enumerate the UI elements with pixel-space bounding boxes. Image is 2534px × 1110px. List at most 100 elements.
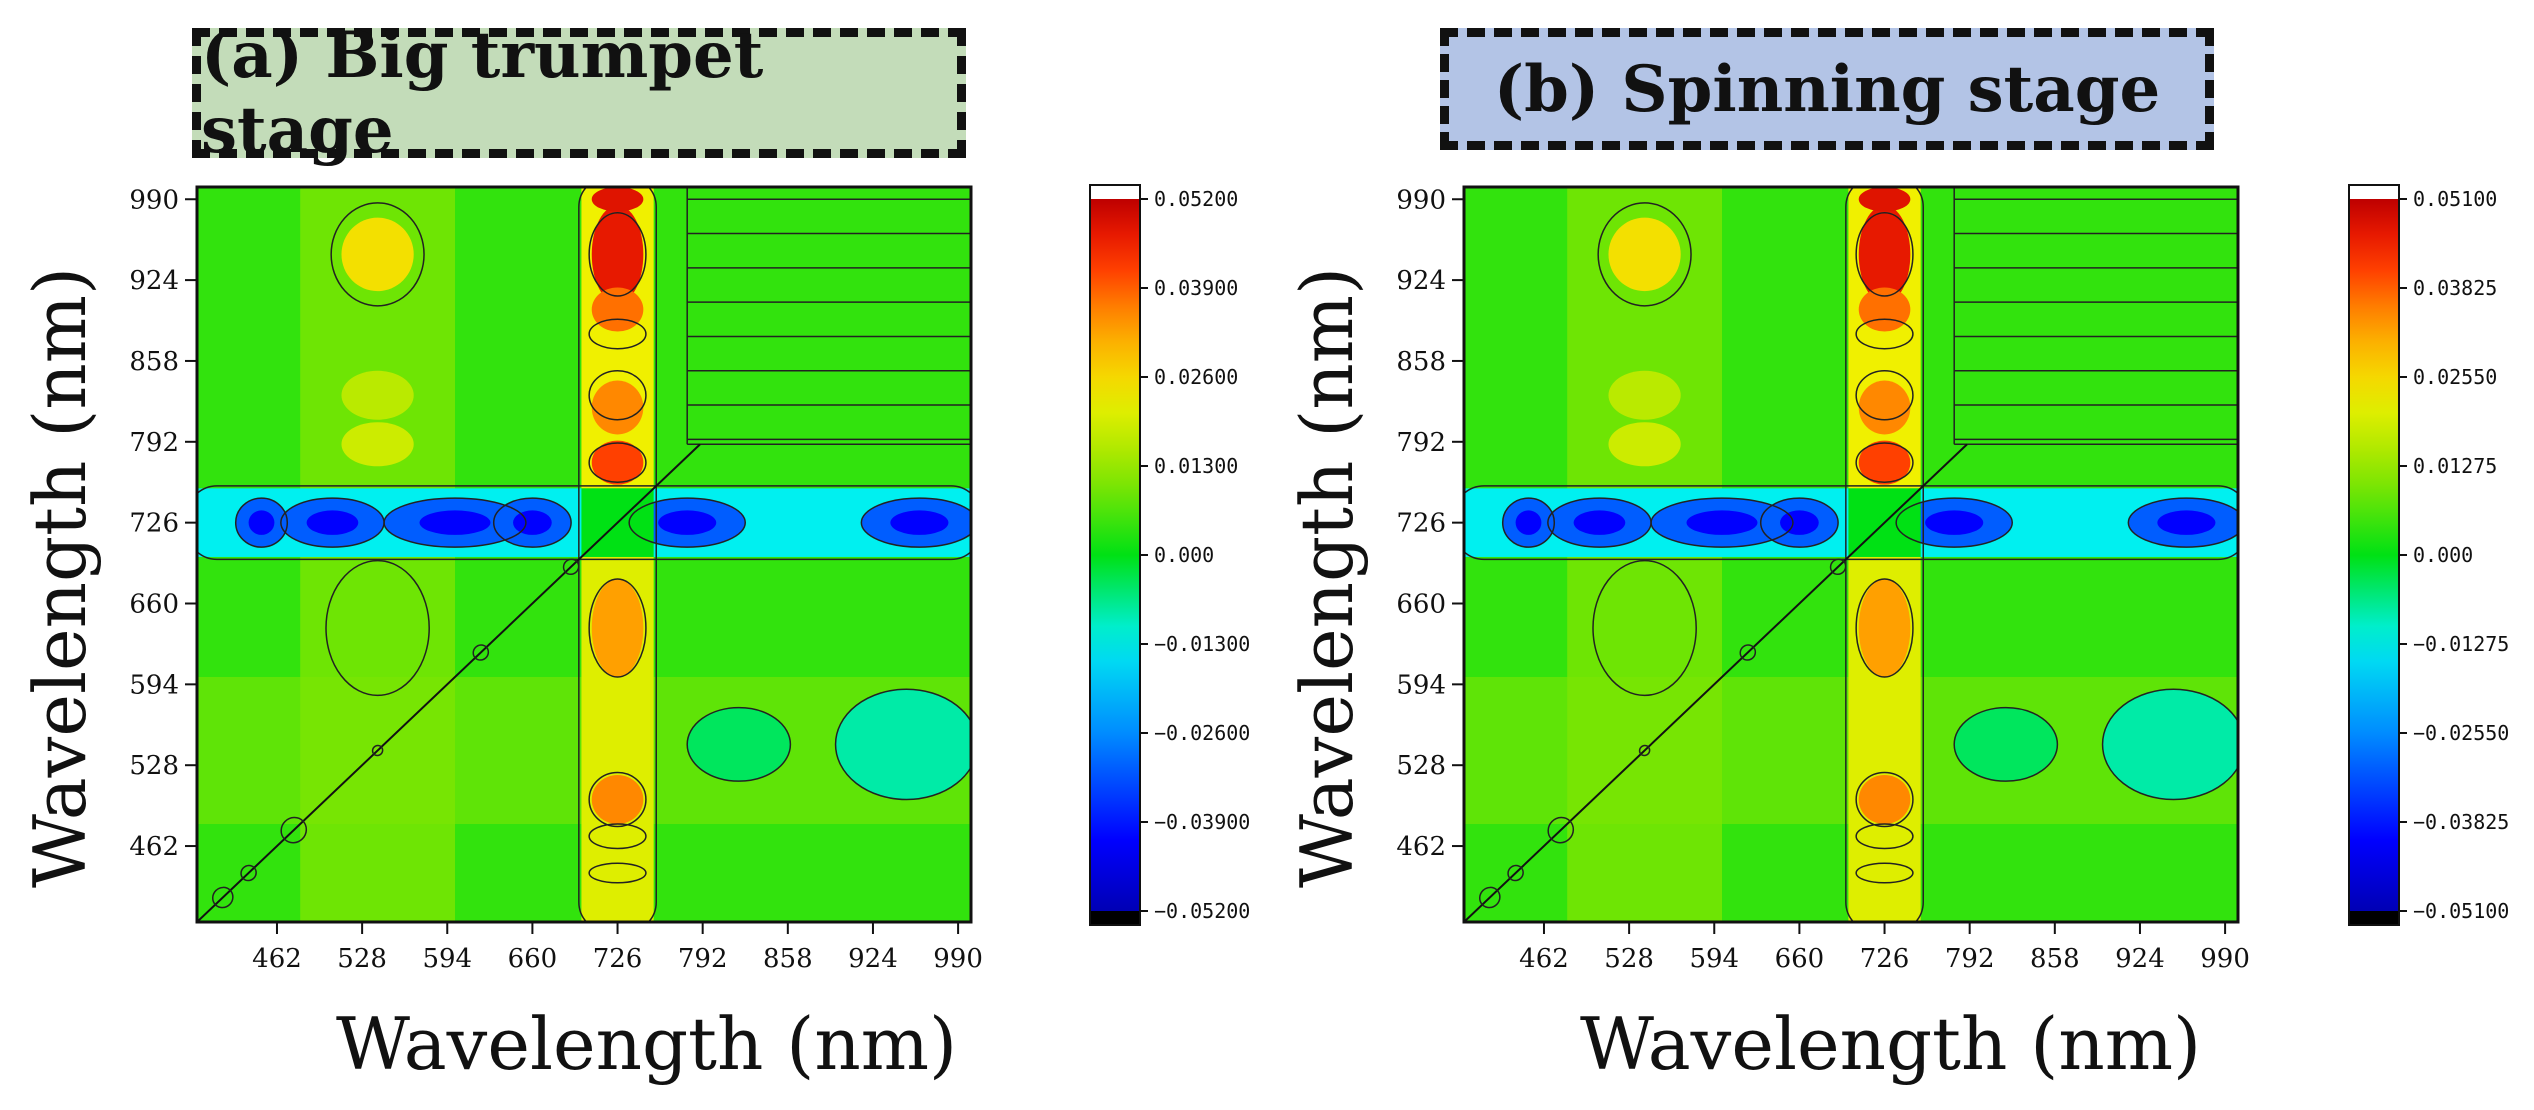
negative-cross-peak [835,689,971,800]
contour-line [588,771,647,828]
colorbar [1090,199,1140,911]
contour-line [628,497,747,548]
panel-a: (a) Big trumpet stage 462 528 594 660 726 792… [18,18,1250,1086]
x-tick-label: 858 [763,944,813,974]
contour-line [325,559,430,697]
colorbar-cap-top [2349,185,2399,199]
contour-line [197,485,971,561]
colorbar [2349,199,2399,911]
x-tick-label: 528 [1604,944,1654,974]
contour-line [1845,187,1924,922]
contour-line [588,442,647,483]
chart-title-text: (b) Spinning stage [1493,51,2161,127]
y-axis-label: Wavelength (nm) [18,266,102,888]
chart-title: (b) Spinning stage [1440,28,2214,150]
contour-line [1855,370,1914,421]
contour-line [492,497,572,548]
negative-peak-core [1780,510,1819,535]
positive-peak [591,205,644,304]
x-tick-label: 660 [1775,944,1825,974]
negative-cross-peak [2102,689,2238,800]
y-tick-label: 462 [129,832,179,862]
y-tick-label: 858 [129,347,179,377]
colorbar-tick-label: −0.03900 [1154,810,1250,834]
x-tick-label: 924 [2115,944,2165,974]
positive-peak [1858,205,1911,304]
contour-line [588,318,647,350]
heatmap-svg: 462 528 594 660 726 792 858 924 990 990 924 858 792 7… [129,184,1250,974]
contour-line [383,497,527,548]
contour-line [1895,497,2014,548]
x-tick-label: 462 [1519,944,1569,974]
positive-peak [1858,440,1911,485]
colorbar-tick-label: −0.01300 [1154,632,1250,656]
plot-frame [195,185,973,924]
contour-line [1855,211,1914,297]
y-tick-label: 990 [1396,185,1446,215]
colorbar-tick-label: −0.02600 [1154,721,1250,745]
y-tick-label: 594 [1396,670,1446,700]
contour-line [330,202,425,307]
contour-line [686,706,792,782]
colorbar-tick-label: −0.05200 [1154,899,1250,923]
plot-area: 462 528 594 660 726 792 858 924 990 990 924 858 792 7… [129,184,1250,974]
y-tick-label: 660 [1396,590,1446,620]
noise-contour-region [1953,187,2238,445]
auto-peak [1478,886,1501,909]
colorbar-tick-label: 0.000 [1154,543,1214,567]
y-tick-label: 660 [129,590,179,620]
secondary-peak [1608,217,1681,292]
positive-peak [591,775,644,824]
auto-peak [240,864,257,882]
auto-peak [562,558,580,576]
contour-line [1759,497,1839,548]
colorbar-tick-label: 0.01300 [1154,454,1238,478]
colorbar-tick-label: −0.05100 [2413,899,2509,923]
diagonal-line [197,443,701,922]
y-tick-label: 594 [129,670,179,700]
contour-line [588,211,647,297]
contour-line [234,497,289,548]
negative-peak-core [890,510,949,535]
positive-peak [1858,380,1911,435]
heatmap-field [1464,187,2238,922]
y-tick-label: 726 [129,509,179,539]
y-tick-label: 792 [129,428,179,458]
y-tick-label: 858 [1396,347,1446,377]
x-tick-label: 660 [508,944,558,974]
colorbar-tick-label: 0.03825 [2413,276,2497,300]
colorbar-cap-bottom [2349,911,2399,925]
y-tick-label: 528 [1396,751,1446,781]
contour-line [1464,485,2238,561]
colorbar-tick-label: −0.03825 [2413,810,2509,834]
x-tick-label: 594 [1689,944,1739,974]
contour-line [1953,706,2059,782]
colorbar-cap-bottom [1090,911,1140,925]
auto-peak [1739,644,1757,661]
contour-line [1855,578,1914,678]
contour-line [1855,318,1914,350]
negative-cross-peak [687,707,791,782]
colorbar-tick-label: −0.01275 [2413,632,2509,656]
contour-line [2101,688,2238,801]
x-tick-label: 462 [252,944,302,974]
positive-peak [1858,775,1911,824]
contour-line [2127,497,2238,548]
negative-cross-peak [1954,707,2058,782]
y-tick-label: 462 [1396,832,1446,862]
secondary-peak [341,370,414,420]
auto-peak [280,816,308,844]
plot-area: 462 528 594 660 726 792 858 924 990 990 924 858 792 7… [1396,184,2509,974]
x-tick-label: 792 [678,944,728,974]
positive-peak [1858,287,1911,332]
positive-peak [1858,579,1911,677]
positive-peak [591,579,644,677]
contour-line [578,187,657,922]
x-tick-label: 990 [2200,944,2250,974]
chart-title-text: (a) Big trumpet stage [201,18,764,168]
auto-peak [211,886,234,909]
contour-line [588,578,647,678]
contour-line [588,823,647,850]
contour-line [1855,771,1914,828]
auto-peak [1507,864,1524,882]
